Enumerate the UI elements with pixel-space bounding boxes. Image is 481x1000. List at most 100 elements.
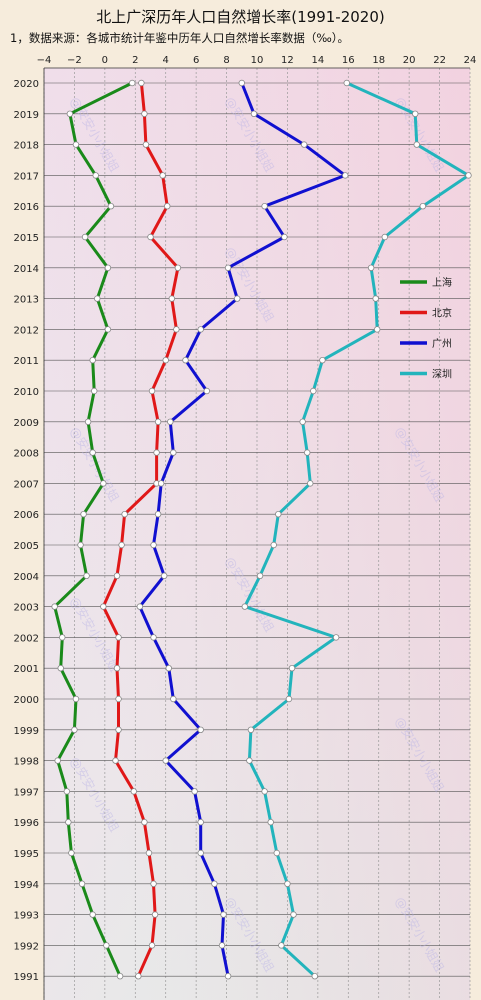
y-tick-label: 2003	[14, 603, 39, 614]
series-group	[136, 79, 349, 980]
data-point	[157, 480, 165, 487]
series-group	[51, 79, 136, 980]
data-point	[147, 233, 154, 241]
y-tick-label: 2018	[14, 141, 39, 152]
data-point	[63, 788, 71, 795]
y-tick-label: 2011	[14, 356, 39, 367]
data-point	[91, 387, 98, 395]
data-point	[373, 326, 381, 333]
data-point	[138, 79, 145, 87]
data-point	[238, 79, 245, 87]
data-point	[150, 634, 157, 641]
data-point	[234, 295, 241, 302]
data-point	[342, 172, 349, 179]
data-point	[419, 202, 427, 210]
data-point	[164, 202, 171, 210]
y-tick-label: 1996	[14, 818, 39, 829]
y-tick-label: 2002	[14, 633, 39, 644]
y-tick-label: 2008	[14, 449, 39, 460]
y-tick-label: 2006	[14, 510, 39, 521]
data-point	[104, 326, 112, 333]
y-tick-label: 1995	[14, 849, 39, 860]
data-point	[290, 911, 297, 918]
x-tick-label: 6	[193, 55, 199, 66]
data-point	[203, 387, 210, 395]
x-tick-label: 10	[251, 55, 264, 66]
legend-label: 深圳	[432, 369, 452, 381]
series-line	[243, 81, 470, 978]
data-point	[197, 326, 204, 333]
legend-label: 北京	[432, 307, 452, 320]
data-point	[141, 819, 148, 826]
x-tick-label: 14	[311, 55, 324, 66]
data-point	[174, 264, 182, 271]
data-point	[103, 942, 110, 949]
data-point	[300, 141, 308, 148]
data-point	[104, 264, 112, 271]
data-point	[92, 172, 99, 179]
x-tick-label: 22	[433, 55, 446, 66]
data-point	[100, 480, 107, 487]
data-point	[413, 141, 420, 148]
data-point	[107, 202, 115, 210]
data-point	[343, 79, 350, 87]
chart-note: 1，数据来源：各城市统计年鉴中历年人口自然增长率数据（‰）。	[10, 31, 349, 45]
data-point	[66, 110, 74, 117]
data-point	[241, 603, 249, 610]
data-point	[159, 172, 166, 179]
y-tick-label: 1991	[14, 972, 39, 983]
data-point	[261, 788, 268, 795]
data-point	[165, 665, 172, 672]
data-point	[162, 357, 169, 364]
data-point	[311, 973, 319, 980]
series-line	[101, 82, 180, 977]
data-point	[256, 572, 264, 579]
legend-label: 广州	[432, 338, 452, 350]
data-point	[224, 973, 232, 980]
data-point	[381, 233, 388, 241]
series-line	[138, 82, 347, 977]
data-point	[84, 418, 92, 425]
y-tick-label: 2005	[14, 541, 39, 552]
data-point	[281, 233, 288, 241]
y-tick-label: 1994	[14, 880, 39, 891]
data-point	[160, 572, 168, 579]
data-point	[89, 449, 96, 456]
data-point	[136, 603, 144, 610]
x-tick-label: 12	[281, 55, 294, 66]
data-point	[197, 849, 204, 857]
data-point	[148, 942, 156, 949]
data-point	[250, 110, 258, 117]
data-point	[153, 449, 160, 456]
y-tick-label: 2016	[14, 202, 39, 213]
data-point	[197, 819, 204, 826]
data-point	[150, 541, 157, 549]
series-group	[100, 79, 182, 980]
y-tick-label: 2000	[14, 695, 39, 706]
data-point	[65, 819, 72, 826]
series-line	[53, 81, 133, 977]
data-point	[218, 942, 226, 949]
data-point	[304, 449, 311, 456]
x-tick-label: 20	[403, 55, 416, 66]
data-point	[150, 880, 157, 887]
data-point	[112, 757, 119, 764]
x-tick-label: −2	[67, 55, 82, 66]
data-point	[116, 973, 124, 980]
y-tick-label: 2007	[14, 479, 39, 490]
data-point	[170, 449, 177, 456]
data-point	[148, 387, 156, 395]
data-point	[94, 295, 101, 302]
y-tick-label: 2015	[14, 233, 39, 244]
data-point	[261, 202, 268, 210]
y-tick-label: 1998	[14, 757, 39, 768]
data-point	[89, 357, 96, 364]
data-point	[270, 541, 277, 549]
data-point	[72, 141, 80, 148]
data-point	[83, 572, 90, 579]
y-tick-label: 1993	[14, 911, 39, 922]
data-point	[307, 480, 314, 487]
y-tick-label: 1992	[14, 941, 39, 952]
data-point	[115, 634, 122, 641]
y-tick-label: 2010	[14, 387, 39, 398]
